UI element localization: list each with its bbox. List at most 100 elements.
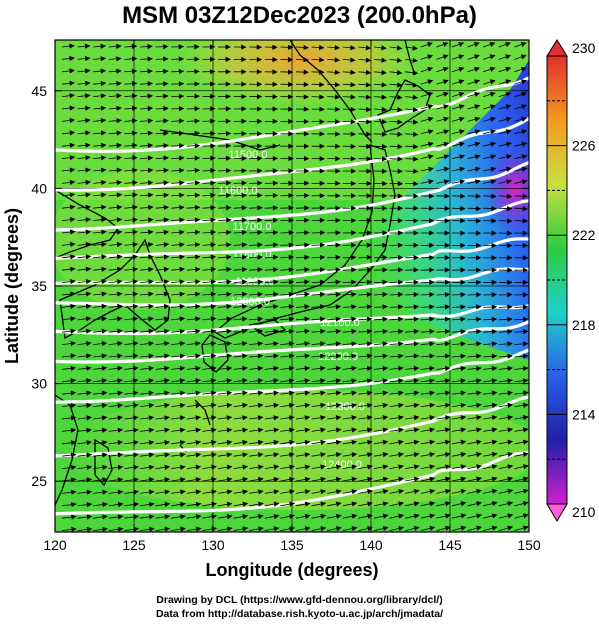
wind-arrow-head — [195, 390, 201, 396]
contour-label: 11800.0 — [233, 249, 272, 261]
wind-arrow-head — [444, 230, 451, 236]
wind-arrow-head — [413, 267, 420, 273]
wind-arrow-head — [242, 514, 249, 520]
wind-arrow-head — [289, 489, 295, 495]
wind-arrow-head — [429, 525, 436, 531]
wind-arrow-head — [85, 204, 92, 210]
wind-arrow-head — [397, 279, 404, 285]
wind-arrow-head — [148, 464, 155, 470]
wind-arrow-head — [242, 328, 248, 334]
wind-arrow-head — [195, 341, 201, 347]
wind-arrow-head — [116, 80, 122, 87]
wind-arrow-head — [133, 464, 139, 470]
wind-arrow-head — [505, 141, 512, 147]
wind-arrow-head — [429, 341, 435, 347]
wind-arrow-head — [116, 105, 122, 111]
wind-arrow-head — [272, 118, 279, 124]
wind-arrow-head — [180, 464, 186, 470]
wind-arrow-head — [272, 205, 279, 211]
wind-arrow-head — [335, 476, 342, 482]
wind-arrow-head — [521, 141, 528, 147]
wind-arrow-head — [381, 119, 388, 125]
wind-arrow-head — [523, 390, 529, 396]
wind-arrow-head — [522, 476, 529, 482]
wind-arrow-head — [475, 230, 482, 236]
wind-arrow-head — [491, 267, 498, 273]
wind-arrow-head — [70, 440, 77, 446]
wind-arrow-head — [241, 192, 248, 198]
russia-coast — [289, 40, 373, 143]
wind-arrow-head — [272, 229, 279, 236]
wind-arrow-head — [210, 118, 216, 124]
wind-arrow-head — [178, 44, 185, 50]
wind-arrow-head — [289, 390, 295, 396]
wind-arrow-head — [367, 513, 373, 519]
wind-arrow-head — [366, 143, 372, 150]
wind-arrow-head — [413, 464, 420, 470]
wind-arrow-head — [117, 279, 123, 285]
wind-arrow-head — [179, 254, 185, 260]
wind-arrow-head — [445, 525, 451, 531]
wind-arrow-head — [397, 131, 403, 137]
wind-arrow-head — [226, 242, 232, 248]
wind-arrow-head — [458, 116, 465, 122]
wind-arrow-head — [289, 427, 295, 433]
wind-arrow-head — [444, 316, 451, 322]
wind-arrow-head — [382, 180, 388, 187]
wind-arrow-head — [428, 154, 434, 160]
wind-arrow-head — [163, 316, 170, 322]
y-tick-label: 45 — [31, 83, 47, 99]
wind-arrow-head — [506, 179, 512, 185]
wind-arrow-head — [491, 378, 498, 384]
wind-arrow-head — [288, 229, 295, 236]
wind-arrow-head — [475, 218, 482, 224]
wind-arrow-head — [413, 378, 420, 384]
wind-arrow-head — [382, 489, 389, 495]
wind-arrow-head — [194, 143, 201, 149]
wind-arrow-head — [335, 439, 342, 445]
wind-arrow-head — [163, 279, 170, 285]
wind-arrow-head — [429, 390, 436, 396]
wind-arrow-head — [335, 501, 342, 507]
wind-arrow-head — [413, 390, 420, 396]
wind-arrow-head — [491, 353, 498, 359]
wind-arrow-head — [520, 42, 527, 47]
wind-arrow-head — [458, 66, 465, 72]
wind-arrow-head — [413, 144, 419, 150]
wind-arrow-head — [102, 452, 108, 458]
wind-arrow-head — [226, 303, 232, 310]
wind-arrow-head — [304, 353, 311, 359]
wind-arrow-head — [164, 390, 170, 396]
x-tick-label: 130 — [201, 537, 225, 553]
wind-arrow-head — [101, 390, 108, 396]
wind-arrow-head — [70, 452, 77, 458]
wind-arrow-head — [101, 254, 107, 260]
wind-arrow-head — [273, 365, 280, 371]
wind-arrow-head — [147, 192, 154, 198]
wind-arrow-head — [476, 427, 482, 433]
wind-arrow-head — [273, 390, 279, 396]
wind-arrow-head — [101, 229, 107, 235]
wind-arrow-head — [413, 476, 420, 482]
wind-arrow-head — [131, 93, 138, 99]
wind-arrow-head — [226, 464, 233, 470]
wind-arrow-head — [489, 79, 496, 85]
wind-arrow-head — [444, 193, 450, 199]
wind-arrow-head — [521, 104, 528, 110]
wind-arrow-head — [164, 415, 170, 421]
wind-arrow-head — [442, 66, 449, 72]
wind-arrow-head — [320, 526, 327, 532]
wind-arrow-head — [210, 180, 216, 186]
wind-arrow-head — [101, 328, 108, 334]
wind-arrow-head — [256, 44, 263, 50]
wind-arrow-head — [70, 328, 77, 334]
wind-arrow-head — [85, 93, 91, 99]
wind-arrow-head — [288, 242, 295, 248]
wind-arrow-head — [521, 154, 528, 160]
wind-arrow-head — [507, 267, 513, 273]
wind-arrow-head — [413, 439, 420, 445]
wind-arrow-head — [320, 402, 326, 408]
wind-arrow-head — [148, 279, 154, 285]
height-contour-labels: 11500.011600.011700.011800.011900.012000… — [219, 149, 365, 471]
colorbar-ticks: 230 226 222 218 214 210 — [547, 40, 596, 520]
